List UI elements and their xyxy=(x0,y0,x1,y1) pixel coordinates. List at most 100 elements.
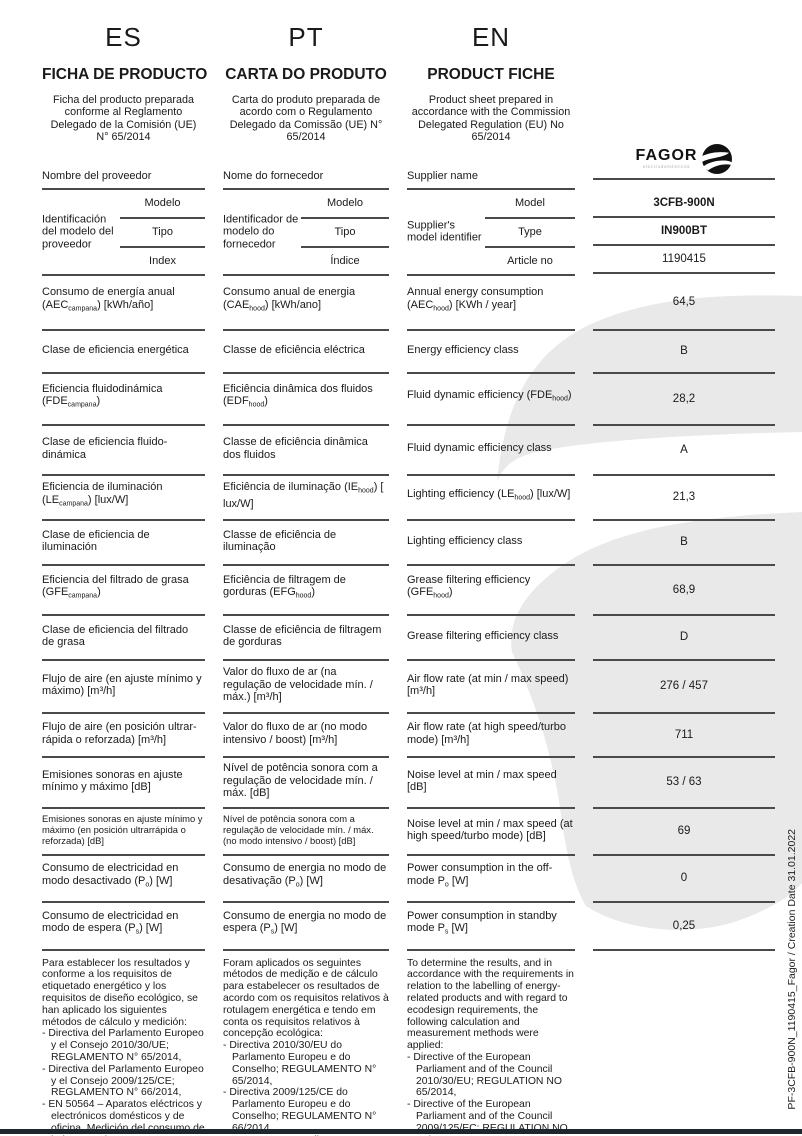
row-label-en: Annual energy consumption (AEChood) [KWh… xyxy=(407,276,575,331)
lang-label-en: EN xyxy=(471,22,511,52)
row-value: 53 / 63 xyxy=(593,758,775,809)
row-label-en: Lighting efficiency class xyxy=(407,521,575,566)
model-values: 3CFB-900N IN900BT 1190415 xyxy=(593,190,775,274)
row-label-pt: Nível de potência sonora com a regulação… xyxy=(223,758,389,809)
row-value: A xyxy=(593,426,775,476)
table-row: Eficiencia fluidodinámica (FDEcampana) E… xyxy=(0,374,802,426)
model-sub-label: Modelo xyxy=(301,190,389,219)
row-label-pt: Eficiência de iluminação (IEhood) [ lux/… xyxy=(223,476,389,521)
footer-intro-en: To determine the results, and in accorda… xyxy=(407,957,574,1052)
model-sub-label: Type xyxy=(485,219,575,248)
table-row: Flujo de aire (en posición ultrar-rápida… xyxy=(0,714,802,758)
row-label-pt: Nível de potência sonora com a regulação… xyxy=(223,809,389,856)
row-value: 276 / 457 xyxy=(593,661,775,714)
row-label-en: Lighting efficiency (LEhood) [lux/W] xyxy=(407,476,575,521)
row-label-pt: Classe de eficiência eléctrica xyxy=(223,331,389,374)
footer-col-values xyxy=(593,958,775,1136)
table-row: Eficiencia de iluminación (LEcampana) [l… xyxy=(0,476,802,521)
row-label-pt: Consumo de energia no modo de desativaçã… xyxy=(223,856,389,903)
footer-col-en: To determine the results, and in accorda… xyxy=(407,958,575,1136)
table-row: Clase de eficiencia fluido-dinámica Clas… xyxy=(0,426,802,476)
row-label-pt: Valor do fluxo de ar (na regulação de ve… xyxy=(223,661,389,714)
model-sub-label: Tipo xyxy=(120,219,205,248)
row-value: 68,9 xyxy=(593,566,775,616)
row-label-pt: Eficiência dinâmica dos fluidos (EDFhood… xyxy=(223,374,389,426)
lang-label-es: ES xyxy=(105,22,142,52)
row-label-en: Power consumption in standby mode Ps [W] xyxy=(407,903,575,951)
row-label-es: Eficiencia fluidodinámica (FDEcampana) xyxy=(42,374,205,426)
row-label-es: Clase de eficiencia energética xyxy=(42,331,205,374)
table-row: Clase de eficiencia energética Classe de… xyxy=(0,331,802,374)
footer-intro-pt: Foram aplicados os seguintes métodos de … xyxy=(223,957,389,1040)
row-label-pt: Classe de eficiência de iluminação xyxy=(223,521,389,566)
row-label-es: Emisiones sonoras en ajuste mínimo y máx… xyxy=(42,758,205,809)
methods-footer: Para establecer los resultados y conform… xyxy=(0,958,802,1136)
supplier-label-pt: Nome do fornecedor xyxy=(223,146,389,190)
table-row: Consumo de electricidad en modo desactiv… xyxy=(0,856,802,903)
footer-list-en: Directive of the European Parliament and… xyxy=(407,1052,575,1136)
footer-list-pt: Directiva 2010/30/EU do Parlamento Europ… xyxy=(223,1040,389,1136)
footer-col-es: Para establecer los resultados y conform… xyxy=(42,958,205,1136)
model-sub-label: Index xyxy=(149,255,176,268)
row-label-pt: Eficiência de filtragem de gorduras (EFG… xyxy=(223,566,389,616)
model-block-pt: Identificador de modelo do fornecedor Mo… xyxy=(223,190,389,276)
footer-item: Directiva del Parlamento Europeo y el Co… xyxy=(42,1028,205,1063)
row-label-en: Power consumption in the off-mode Po [W] xyxy=(407,856,575,903)
footer-item: Directiva 2010/30/EU do Parlamento Europ… xyxy=(223,1040,389,1087)
row-label-es: Clase de eficiencia de iluminación xyxy=(42,521,205,566)
brand-logo: FAGOR electrodomésticos xyxy=(635,143,733,174)
brand-name: FAGOR xyxy=(635,146,698,164)
row-label-es: Flujo de aire (en posición ultrar-rápida… xyxy=(42,714,205,758)
table-row: Emisiones sonoras en ajuste mínimo y máx… xyxy=(0,809,802,856)
fagor-wordmark: FAGOR electrodomésticos xyxy=(635,146,698,170)
fiche-table: Consumo de energía anual (AECcampana) [k… xyxy=(0,276,802,951)
model-stub-es: Identificación del modelo del proveedor xyxy=(42,212,114,250)
model-sub-label: Article no xyxy=(507,255,553,268)
lang-label-pt: PT xyxy=(288,22,324,52)
row-value: 0 xyxy=(593,856,775,903)
brand-subtext: electrodomésticos xyxy=(642,164,691,170)
fagor-swoosh-icon xyxy=(702,143,733,174)
supplier-label-en: Supplier name xyxy=(407,146,575,190)
column-title-es: FICHA DE PRODUCTO xyxy=(42,66,208,83)
row-value: B xyxy=(593,331,775,374)
supplier-row: Nombre del proveedor Nome do fornecedor … xyxy=(0,143,802,190)
model-stub-pt: Identificador de modelo do fornecedor xyxy=(223,212,299,250)
footer-col-pt: Foram aplicados os seguintes métodos de … xyxy=(223,958,389,1136)
row-label-pt: Consumo de energia no modo de espera (Ps… xyxy=(223,903,389,951)
column-intro-es: Ficha del producto preparada conforme al… xyxy=(50,94,197,144)
row-label-en: Noise level at min / max speed (at high … xyxy=(407,809,575,856)
footer-intro-es: Para establecer los resultados y conform… xyxy=(42,957,198,1028)
row-label-pt: Classe de eficiência de filtragem de gor… xyxy=(223,616,389,661)
footer-item: EN 50564 – Aparelhos eletrodomésticos — … xyxy=(223,1135,389,1136)
model-sub-label: Tipo xyxy=(301,219,389,248)
supplier-value-cell: FAGOR electrodomésticos xyxy=(593,138,775,180)
row-label-en: Fluid dynamic efficiency (FDEhood) xyxy=(407,374,575,426)
row-label-en: Grease filtering efficiency (GFEhood) xyxy=(407,566,575,616)
row-label-en: Air flow rate (at min / max speed) [m³/h… xyxy=(407,661,575,714)
row-label-es: Flujo de aire (en ajuste mínimo y máximo… xyxy=(42,661,205,714)
model-sub-label: Índice xyxy=(330,255,360,268)
table-row: Clase de eficiencia de iluminación Class… xyxy=(0,521,802,566)
page-bottom-bar xyxy=(0,1129,802,1134)
row-label-es: Eficiencia del filtrado de grasa (GFEcam… xyxy=(42,566,205,616)
row-value: 21,3 xyxy=(593,476,775,521)
row-value: 69 xyxy=(593,809,775,856)
type-value: IN900BT xyxy=(593,218,775,246)
header-col-values xyxy=(593,0,775,144)
header-col-es: ES FICHA DE PRODUCTO Ficha del producto … xyxy=(42,0,208,144)
column-intro-en: Product sheet prepared in accordance wit… xyxy=(411,94,571,144)
row-label-es: Eficiencia de iluminación (LEcampana) [l… xyxy=(42,476,205,521)
footer-item: Directive of the European Parliament and… xyxy=(407,1052,575,1099)
table-row: Consumo de electricidad en modo de esper… xyxy=(0,903,802,951)
model-block-en: Supplier's model identifier Model Type A… xyxy=(407,190,575,276)
row-label-en: Energy efficiency class xyxy=(407,331,575,374)
row-label-en: Fluid dynamic efficiency class xyxy=(407,426,575,476)
row-label-en: Grease filtering efficiency class xyxy=(407,616,575,661)
model-stub-en: Supplier's model identifier xyxy=(407,219,482,244)
column-title-pt: CARTA DO PRODUTO xyxy=(225,66,387,83)
row-value: B xyxy=(593,521,775,566)
row-label-pt: Valor do fluxo de ar (no modo intensivo … xyxy=(223,714,389,758)
row-value: 0,25 xyxy=(593,903,775,951)
